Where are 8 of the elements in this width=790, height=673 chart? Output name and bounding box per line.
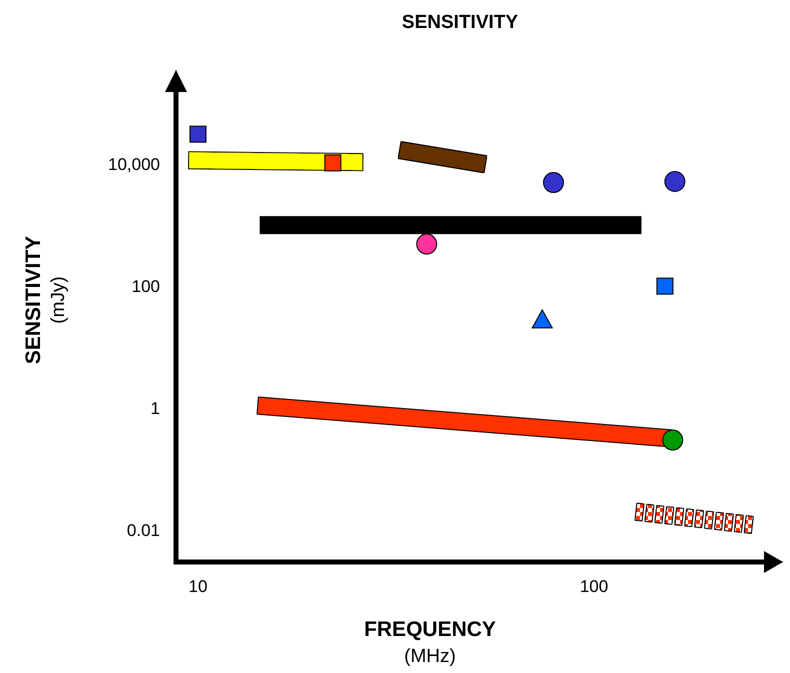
y-tick-label: 1 — [150, 399, 160, 418]
y-axis-title: SENSITIVITY (mJy) — [22, 236, 69, 364]
x-axis-title: FREQUENCY (MHz) — [364, 618, 496, 667]
chart-title: SENSITIVITY — [402, 12, 518, 33]
x-tick-label: 10 — [188, 577, 208, 596]
y-tick-label: 10,000 — [108, 155, 160, 174]
y-tick-label: 0.01 — [126, 521, 160, 540]
y-tick-label: 100 — [132, 277, 160, 296]
